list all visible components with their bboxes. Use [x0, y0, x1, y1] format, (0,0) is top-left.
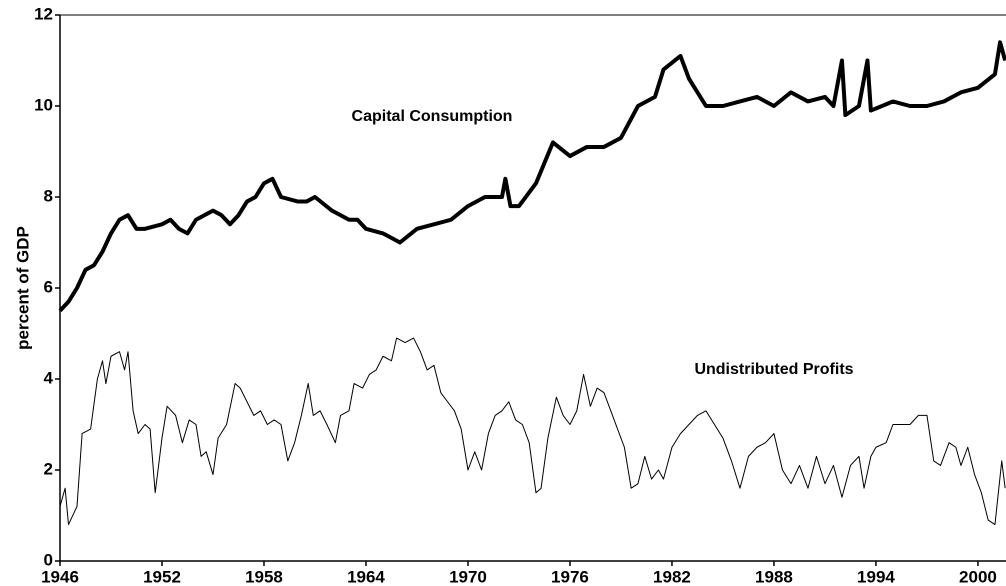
y-tick-label: 10	[34, 95, 53, 114]
x-tick-label: 1958	[245, 567, 283, 586]
x-tick-label: 1982	[653, 567, 691, 586]
x-tick-label: 1988	[755, 567, 793, 586]
x-tick-label: 1964	[347, 567, 385, 586]
data-line	[58, 40, 1006, 313]
x-tick-label: 1970	[449, 567, 487, 586]
x-tick-label: 1946	[41, 567, 79, 586]
annotation: Capital Consumption	[352, 108, 513, 125]
y-tick-label: 12	[34, 4, 53, 23]
y-tick-label: 4	[44, 368, 54, 387]
y-tick-label: 6	[44, 277, 53, 296]
x-tick-label: 2000	[959, 567, 997, 586]
y-tick-label: 0	[44, 550, 53, 569]
x-tick-label: 1952	[143, 567, 181, 586]
y-tick-label: 2	[44, 459, 53, 478]
x-tick-label: 1994	[857, 567, 895, 586]
y-axis-label: percent of GDP	[13, 226, 32, 350]
data-line	[59, 337, 1006, 526]
y-tick-label: 8	[44, 186, 53, 205]
x-tick-label: 1976	[551, 567, 589, 586]
annotation: Undistributed Profits	[694, 361, 853, 378]
